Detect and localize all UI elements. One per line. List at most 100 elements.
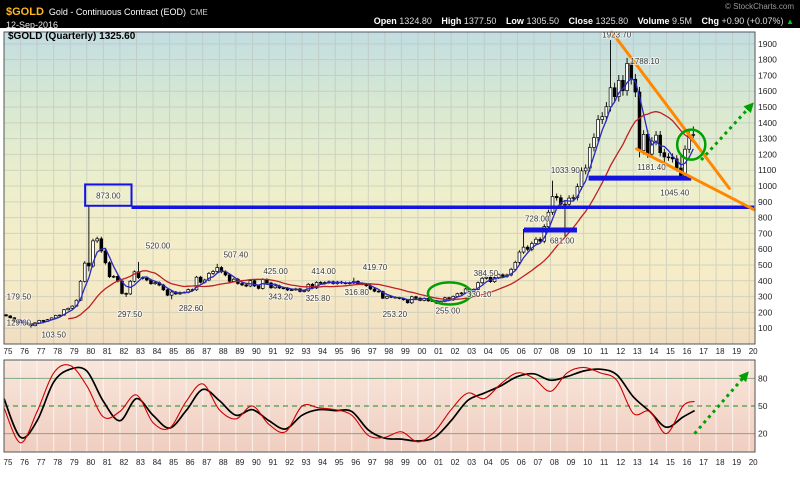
quote-strip: Open 1324.80 High 1377.50 Low 1305.50 Cl… (367, 16, 794, 26)
svg-text:1300: 1300 (758, 134, 777, 144)
svg-text:00: 00 (418, 458, 427, 467)
svg-text:97: 97 (368, 347, 377, 356)
svg-text:01: 01 (434, 347, 443, 356)
svg-text:16: 16 (683, 458, 692, 467)
svg-text:1900: 1900 (758, 39, 777, 49)
orange-trendline-lower (635, 147, 756, 212)
svg-text:07: 07 (533, 347, 542, 356)
svg-text:93: 93 (302, 347, 311, 356)
price-label: 330.10 (467, 290, 492, 299)
symbol-name: Gold - Continuous Contract (EOD) (48, 7, 186, 17)
svg-text:02: 02 (451, 347, 460, 356)
svg-text:1700: 1700 (758, 70, 777, 80)
svg-text:15: 15 (666, 347, 675, 356)
svg-text:86: 86 (186, 458, 195, 467)
rsi-svg: 20 50 80 75 76 77 78 79 80 81 82 83 84 85 86 87 88 89 90 91… (3, 359, 768, 467)
svg-text:18: 18 (716, 347, 725, 356)
price-label: 103.50 (41, 331, 66, 340)
price-label: 419.70 (363, 263, 388, 272)
svg-text:79: 79 (70, 347, 79, 356)
svg-text:15: 15 (666, 458, 675, 467)
svg-text:81: 81 (103, 458, 112, 467)
price-plot-background (4, 32, 755, 344)
svg-text:88: 88 (219, 347, 228, 356)
svg-text:82: 82 (119, 458, 128, 467)
ma-line-fast (18, 77, 694, 325)
svg-text:06: 06 (517, 347, 526, 356)
svg-text:300: 300 (758, 292, 772, 302)
svg-text:1400: 1400 (758, 118, 777, 128)
svg-text:94: 94 (318, 458, 327, 467)
price-label: 129.00 (7, 318, 32, 327)
svg-text:10: 10 (583, 347, 592, 356)
svg-text:89: 89 (235, 347, 244, 356)
svg-text:400: 400 (758, 276, 772, 286)
price-label: 873.00 (96, 192, 121, 201)
chart-header: $GOLD Gold - Continuous Contract (EOD) CME… (0, 0, 800, 30)
price-label: 384.50 (474, 269, 499, 278)
price-label: 414.00 (311, 267, 336, 276)
svg-text:12: 12 (616, 458, 625, 467)
svg-text:88: 88 (219, 458, 228, 467)
blue-highlight-box-873 (84, 183, 133, 207)
chg-label: Chg (701, 16, 720, 26)
low-value: 1305.50 (526, 16, 559, 26)
exchange: CME (189, 8, 208, 17)
svg-text:500: 500 (758, 260, 772, 270)
price-label: 681.00 (550, 237, 575, 246)
svg-text:1600: 1600 (758, 86, 777, 96)
svg-text:100: 100 (758, 323, 772, 333)
rsi-panel: 20 50 80 75 76 77 78 79 80 81 82 83 84 85 86 87 88 89 90 91… (0, 358, 800, 477)
svg-text:80: 80 (86, 458, 95, 467)
svg-text:14: 14 (649, 347, 658, 356)
svg-text:50: 50 (758, 401, 768, 411)
svg-text:95: 95 (335, 458, 344, 467)
svg-text:04: 04 (484, 347, 493, 356)
rsi-line-slow (3, 366, 696, 442)
svg-text:76: 76 (20, 458, 29, 467)
svg-text:1100: 1100 (758, 165, 777, 175)
svg-text:19: 19 (732, 347, 741, 356)
svg-text:87: 87 (202, 347, 211, 356)
svg-text:18: 18 (716, 458, 725, 467)
svg-text:83: 83 (136, 458, 145, 467)
svg-text:97: 97 (368, 458, 377, 467)
price-label: 179.50 (7, 293, 32, 302)
close-value: 1325.80 (595, 16, 629, 26)
green-circle-2001-low (426, 281, 473, 306)
price-label: 507.40 (224, 251, 249, 260)
svg-text:07: 07 (533, 458, 542, 467)
svg-text:12: 12 (616, 347, 625, 356)
svg-text:85: 85 (169, 347, 178, 356)
price-label: 425.00 (263, 267, 288, 276)
open-label: Open (373, 16, 397, 26)
chg-up-arrow-icon: ▲ (786, 17, 794, 26)
price-label: 343.20 (268, 293, 293, 302)
svg-text:1000: 1000 (758, 181, 777, 191)
svg-text:83: 83 (136, 347, 145, 356)
svg-text:99: 99 (401, 458, 410, 467)
green-breakout-arrow-main (700, 102, 754, 161)
svg-text:20: 20 (758, 429, 768, 439)
svg-text:99: 99 (401, 347, 410, 356)
price-label: 253.20 (383, 310, 408, 319)
price-label: 316.80 (344, 288, 369, 297)
svg-text:90: 90 (252, 347, 261, 356)
svg-text:16: 16 (683, 347, 692, 356)
svg-text:17: 17 (699, 458, 708, 467)
price-label: 1923.70 (602, 30, 631, 39)
svg-text:95: 95 (335, 347, 344, 356)
svg-text:75: 75 (4, 347, 13, 356)
price-label: 255.00 (436, 307, 461, 316)
svg-text:06: 06 (517, 458, 526, 467)
chg-value: +0.90 (+0.07%) (721, 16, 784, 26)
svg-text:84: 84 (153, 458, 162, 467)
volume-label: Volume (637, 16, 670, 26)
price-label: 520.00 (146, 241, 171, 250)
svg-text:03: 03 (467, 458, 476, 467)
svg-text:94: 94 (318, 347, 327, 356)
price-annotations: 179.50 129.00 103.50 873.00 297.50 520.00 282.… (6, 29, 691, 340)
price-xaxis-labels: 75 76 77 78 79 80 81 82 83 84 85 86 87 88 89 90 91 92 93 94… (4, 347, 759, 356)
copyright: © StockCharts.com (724, 2, 794, 11)
svg-text:78: 78 (53, 458, 62, 467)
